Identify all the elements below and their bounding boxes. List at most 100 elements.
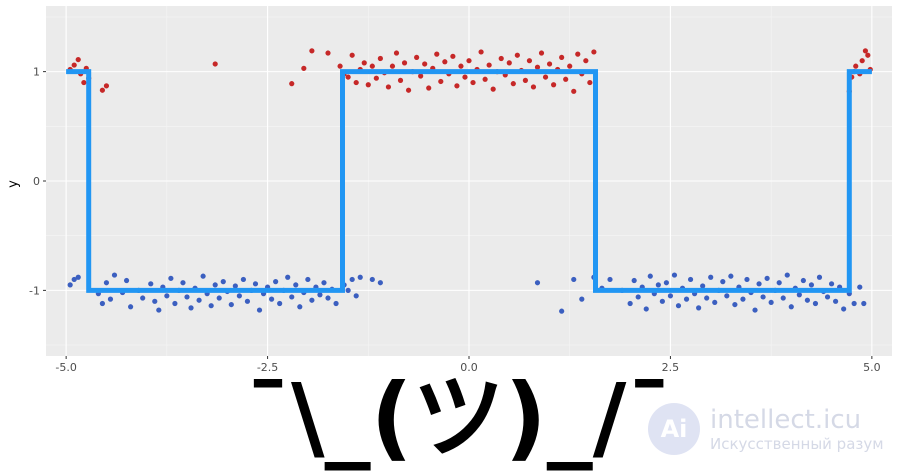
data-point <box>168 275 174 281</box>
data-point <box>510 81 516 87</box>
data-point <box>317 292 323 298</box>
data-point <box>418 73 424 79</box>
data-point <box>148 281 154 287</box>
data-point <box>538 50 545 56</box>
data-point <box>156 307 162 313</box>
data-point <box>277 300 283 307</box>
data-point <box>103 280 110 286</box>
data-point <box>180 280 186 286</box>
data-point <box>256 307 263 313</box>
data-point <box>530 84 537 90</box>
data-point <box>458 63 464 69</box>
data-point <box>71 62 77 68</box>
data-point <box>708 274 714 280</box>
data-point <box>212 282 218 288</box>
data-point <box>345 287 351 293</box>
data-point <box>269 296 275 302</box>
data-point <box>861 300 867 307</box>
data-point <box>841 306 847 312</box>
x-tick-label: -5.0 <box>55 361 76 374</box>
data-point <box>563 76 569 82</box>
data-point <box>756 281 762 287</box>
data-point <box>414 54 420 61</box>
data-point <box>289 81 295 87</box>
data-point <box>744 276 750 283</box>
data-point <box>325 295 331 301</box>
y-tick-label: 1 <box>33 66 40 79</box>
data-point <box>498 55 504 62</box>
data-point <box>800 277 806 284</box>
data-point <box>434 51 440 57</box>
data-point <box>559 54 565 61</box>
data-point <box>724 293 730 299</box>
data-point <box>486 62 492 68</box>
data-point <box>172 300 178 307</box>
data-point <box>764 275 770 281</box>
data-point <box>462 74 468 80</box>
data-point <box>385 84 392 90</box>
data-point <box>828 281 835 287</box>
data-point <box>683 296 690 302</box>
data-point <box>361 60 367 66</box>
chart: -5.0-2.50.02.55.0-101 x y <box>6 6 892 374</box>
data-point <box>720 279 726 285</box>
data-point <box>740 296 746 302</box>
data-point <box>184 294 190 300</box>
data-point <box>353 79 359 86</box>
data-point <box>285 274 291 280</box>
data-point <box>75 56 81 63</box>
data-point <box>369 276 375 283</box>
data-point <box>859 58 865 64</box>
data-point <box>833 298 839 304</box>
data-point <box>514 52 520 58</box>
data-point <box>442 59 448 65</box>
data-point <box>252 281 259 287</box>
x-tick-label: -2.5 <box>257 361 278 374</box>
data-point <box>67 282 73 288</box>
data-point <box>220 279 226 285</box>
watermark: Ai intellect.icu Искусственный разум <box>648 403 884 455</box>
data-point <box>780 295 786 301</box>
x-tick-label: 0.0 <box>460 361 478 374</box>
data-point <box>99 87 105 93</box>
data-point <box>152 298 158 304</box>
data-point <box>712 299 718 306</box>
data-point <box>297 304 303 310</box>
data-point <box>325 50 331 56</box>
data-point <box>164 293 170 299</box>
data-point <box>309 297 315 303</box>
data-point <box>796 292 802 298</box>
data-point <box>293 282 299 288</box>
data-point <box>571 88 577 94</box>
data-point <box>123 277 130 284</box>
data-point <box>696 305 702 311</box>
data-point <box>397 77 404 83</box>
watermark-text: intellect.icu Искусственный разум <box>710 405 884 453</box>
data-point <box>732 301 738 308</box>
data-point <box>752 307 758 313</box>
data-point <box>389 63 396 69</box>
data-point <box>454 83 460 89</box>
data-point <box>571 276 577 283</box>
watermark-subtitle: Искусственный разум <box>710 435 884 453</box>
data-point <box>393 50 400 56</box>
data-point <box>812 300 819 307</box>
data-point <box>490 86 496 92</box>
intellect-logo-icon: Ai <box>648 403 700 455</box>
data-point <box>567 63 573 69</box>
data-point <box>659 298 665 304</box>
data-point <box>289 294 295 300</box>
data-point <box>81 79 87 86</box>
data-point <box>643 306 649 312</box>
data-point <box>128 304 134 310</box>
data-point <box>232 283 238 289</box>
data-point <box>244 298 251 304</box>
data-point <box>438 78 444 85</box>
data-point <box>728 273 734 279</box>
watermark-domain: intellect.icu <box>710 405 862 435</box>
data-point <box>526 58 533 64</box>
data-point <box>273 279 279 285</box>
data-point <box>857 284 863 290</box>
data-point <box>140 295 146 301</box>
data-point <box>450 53 456 59</box>
